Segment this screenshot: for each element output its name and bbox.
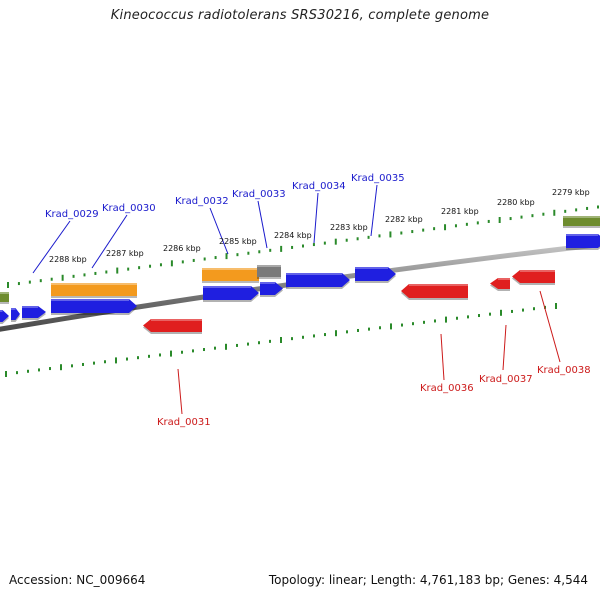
kbp-scale-labels: 2288 kbp 2287 kbp 2286 kbp 2285 kbp 2284 kbp… [49, 188, 590, 264]
leader-line [209, 207, 229, 255]
top-scale-ticks [7, 205, 599, 288]
cds-forward [566, 234, 600, 250]
feature-orange [202, 268, 259, 283]
cds-reverse [401, 284, 468, 300]
kbp-label: 2287 kbp [106, 249, 144, 258]
leader-line [440, 333, 445, 381]
kbp-label: 2283 kbp [330, 223, 368, 232]
kbp-label: 2288 kbp [49, 255, 87, 264]
cds-forward [11, 308, 20, 322]
cds-forward [260, 282, 283, 297]
gene-label-forward: Krad_0035 [351, 173, 405, 184]
cds-forward [51, 299, 137, 315]
kbp-label: 2284 kbp [274, 231, 312, 240]
kbp-label: 2282 kbp [385, 215, 423, 224]
gene-features [0, 216, 600, 334]
cds-forward [0, 310, 9, 324]
cds-reverse [143, 319, 202, 334]
kbp-label: 2280 kbp [497, 198, 535, 207]
gene-label-forward: Krad_0034 [292, 181, 346, 192]
accession-text: Accession: NC_009664 [9, 573, 146, 587]
feature-gray [257, 265, 281, 279]
cds-reverse [490, 278, 510, 291]
cds-forward [286, 273, 350, 289]
genome-summary-text: Topology: linear; Length: 4,761,183 bp; … [268, 573, 588, 587]
gene-label-forward: Krad_0029 [45, 209, 99, 220]
leader-line [91, 214, 128, 269]
cds-reverse [512, 270, 555, 285]
kbp-label: 2279 kbp [552, 188, 590, 197]
leader-line [502, 324, 507, 371]
leader-line [539, 290, 561, 363]
gene-label-forward: Krad_0030 [102, 203, 156, 214]
gene-label-reverse: Krad_0036 [420, 383, 474, 394]
leader-line [32, 220, 71, 274]
leader-line [257, 200, 268, 249]
gene-label-forward: Krad_0033 [232, 189, 286, 200]
cds-forward [203, 286, 259, 302]
label-leader-lines [32, 184, 561, 415]
feature-olive [563, 216, 600, 228]
gene-label-reverse: Krad_0037 [479, 374, 533, 385]
cds-forward [355, 267, 396, 283]
leader-line [177, 368, 183, 415]
kbp-label: 2285 kbp [219, 237, 257, 246]
cds-forward [22, 306, 46, 320]
feature-orange [51, 283, 137, 298]
leader-line [313, 192, 319, 244]
genome-title: Kineococcus radiotolerans SRS30216, comp… [110, 8, 490, 23]
gene-label-forward: Krad_0032 [175, 196, 229, 207]
kbp-label: 2281 kbp [441, 207, 479, 216]
gene-label-reverse: Krad_0031 [157, 417, 211, 428]
bottom-scale-ticks [5, 303, 557, 377]
leader-line [370, 184, 378, 237]
feature-olive [0, 292, 9, 304]
gene-label-reverse: Krad_0038 [537, 365, 591, 376]
kbp-label: 2286 kbp [163, 244, 201, 253]
